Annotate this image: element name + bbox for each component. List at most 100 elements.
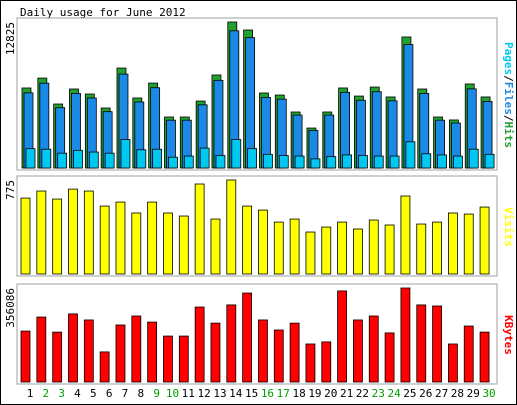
x-tick-label: 15 xyxy=(245,387,258,400)
bar xyxy=(479,331,490,383)
bar xyxy=(310,158,321,169)
x-tick-label: 22 xyxy=(356,387,369,400)
bar xyxy=(432,221,442,275)
x-tick-label: 6 xyxy=(106,387,113,400)
bar xyxy=(152,148,163,169)
bar xyxy=(213,79,224,169)
bar xyxy=(199,147,210,169)
bar xyxy=(468,148,479,169)
bar xyxy=(400,195,411,275)
bar xyxy=(289,218,300,275)
x-tick-label: 8 xyxy=(137,387,144,400)
bar xyxy=(178,335,189,383)
bar xyxy=(400,287,411,383)
legend-separator: / xyxy=(502,115,515,122)
legend-entry: KBytes xyxy=(502,315,515,355)
bar xyxy=(289,322,300,383)
bar xyxy=(41,148,52,169)
x-tick-label: 5 xyxy=(90,387,97,400)
bar xyxy=(210,218,221,275)
bar xyxy=(215,155,226,169)
bar xyxy=(278,155,289,169)
bar xyxy=(99,205,110,275)
x-tick-label: 28 xyxy=(451,387,464,400)
bar xyxy=(353,319,363,383)
x-tick-label: 21 xyxy=(340,387,353,400)
bar xyxy=(99,351,110,383)
bar xyxy=(463,325,474,383)
x-tick-label: 1 xyxy=(27,387,34,400)
legend-entry: Visits xyxy=(502,207,515,247)
bar xyxy=(421,153,432,169)
bar xyxy=(88,151,99,169)
x-tick-label: 17 xyxy=(277,387,290,400)
bar xyxy=(384,224,395,275)
bar xyxy=(131,315,142,383)
bar xyxy=(226,304,237,383)
bar xyxy=(405,141,416,169)
bar xyxy=(484,153,495,169)
bar xyxy=(263,153,273,169)
bar xyxy=(115,201,126,275)
bar xyxy=(448,212,458,275)
bar xyxy=(178,215,189,275)
panel xyxy=(16,17,498,171)
bar xyxy=(432,305,442,383)
bar xyxy=(463,213,474,275)
bar xyxy=(453,155,463,169)
x-tick-label: 10 xyxy=(166,387,179,400)
bar xyxy=(131,212,142,275)
bar xyxy=(258,319,268,383)
bar xyxy=(358,155,368,169)
legend-entry: Pages xyxy=(502,42,515,75)
bar xyxy=(231,139,242,169)
x-tick-label: 9 xyxy=(153,387,160,400)
bar xyxy=(147,321,158,383)
bar xyxy=(479,206,490,275)
bar xyxy=(368,219,379,275)
bar xyxy=(321,226,332,275)
bar xyxy=(194,183,205,275)
x-tick-label: 4 xyxy=(74,387,81,400)
bar xyxy=(416,223,427,275)
bar xyxy=(36,190,47,275)
y-tick-label: 12825 xyxy=(4,22,17,55)
legend-entry: Hits xyxy=(502,122,515,149)
bar xyxy=(83,319,94,383)
bar xyxy=(68,313,78,383)
bar xyxy=(115,324,126,383)
bar xyxy=(326,156,337,169)
x-tick-label: 7 xyxy=(122,387,129,400)
bar xyxy=(163,335,173,383)
x-tick-label: 14 xyxy=(229,387,243,400)
bar xyxy=(416,304,427,383)
bar xyxy=(294,155,305,169)
x-tick-label: 29 xyxy=(467,387,480,400)
bar xyxy=(384,332,395,383)
legend-entry: Files xyxy=(502,82,515,115)
y-tick-label: 775 xyxy=(4,180,17,200)
bar xyxy=(210,322,221,383)
y-tick-label: 356086 xyxy=(4,288,17,328)
bar xyxy=(226,179,237,275)
x-tick-label: 24 xyxy=(387,387,401,400)
bar xyxy=(163,212,173,275)
x-tick-label: 25 xyxy=(403,387,416,400)
legend: Pages/Files/Hits xyxy=(502,42,515,148)
x-tick-label: 26 xyxy=(419,387,432,400)
bar xyxy=(20,197,31,275)
x-tick-label: 20 xyxy=(324,387,337,400)
bar xyxy=(120,139,131,169)
chart-title: Daily usage for June 2012 xyxy=(20,6,186,19)
x-tick-label: 16 xyxy=(261,387,274,400)
x-tick-label: 30 xyxy=(482,387,495,400)
bar xyxy=(36,316,47,383)
bar xyxy=(247,148,258,169)
bar xyxy=(273,329,284,383)
x-tick-label: 12 xyxy=(198,387,211,400)
x-tick-label: 19 xyxy=(308,387,321,400)
bar xyxy=(25,148,36,169)
bar xyxy=(305,343,316,383)
bar xyxy=(273,221,284,275)
